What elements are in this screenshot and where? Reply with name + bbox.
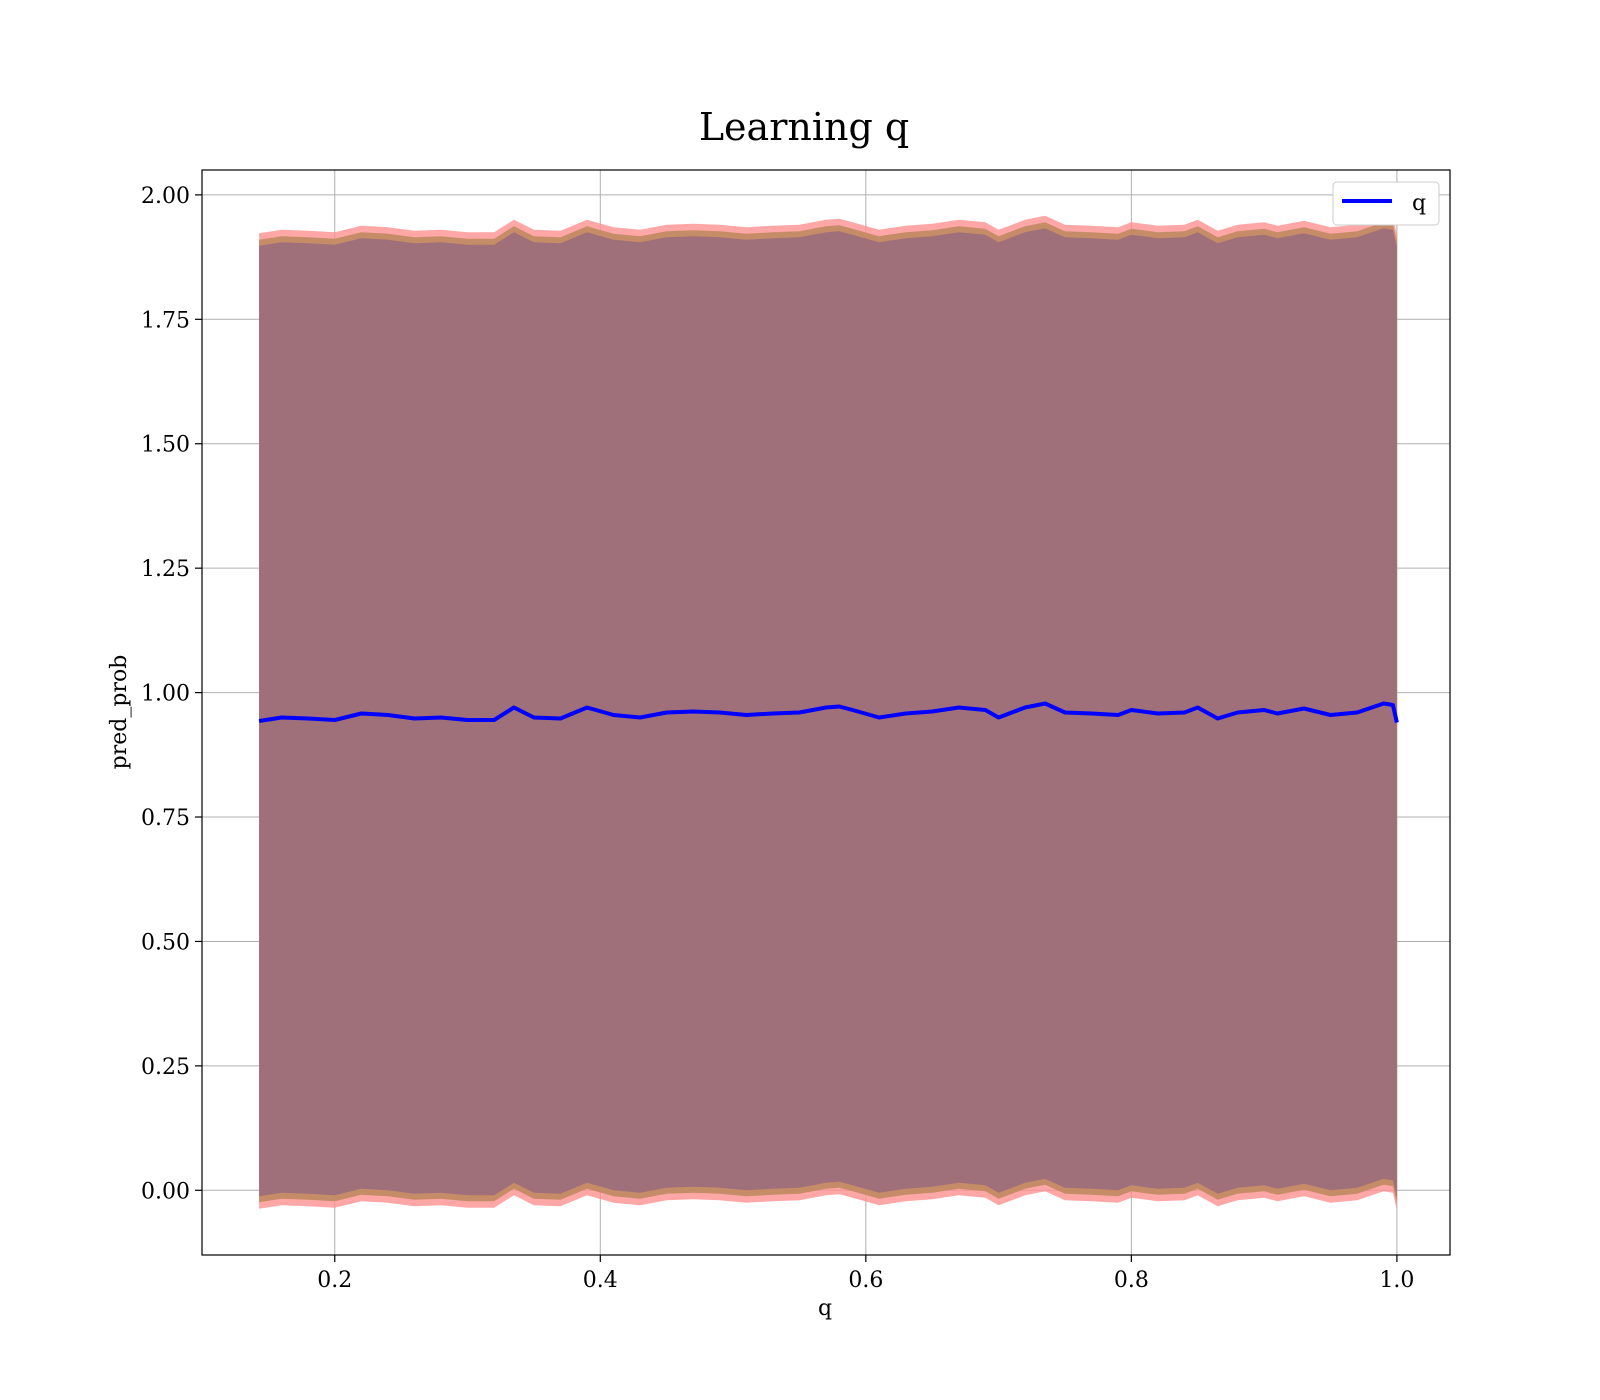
y-tick-label-1: 0.25 (141, 1055, 190, 1080)
uncertainty-band (259, 215, 1397, 1211)
band-inner (259, 228, 1397, 1198)
x-tick-label-1: 0.4 (583, 1268, 618, 1293)
x-tick-label-3: 0.8 (1114, 1268, 1149, 1293)
legend-label-q: q (1412, 191, 1426, 216)
x-tick-label-2: 0.6 (848, 1268, 883, 1293)
y-axis-label: pred_prob (107, 655, 132, 770)
y-tick-label-2: 0.50 (141, 930, 190, 955)
series-lines (258, 701, 1399, 723)
y-tick-label-0: 0.00 (141, 1179, 190, 1204)
y-tick-label-5: 1.25 (141, 557, 190, 582)
x-tick-label-0: 0.2 (317, 1268, 352, 1293)
x-tick-label-4: 1.0 (1379, 1268, 1414, 1293)
legend: q (1332, 181, 1440, 226)
y-tick-label-8: 2.00 (141, 184, 190, 209)
series-line-q (258, 701, 1399, 723)
chart-title: Learning q (699, 105, 909, 149)
axis-ticks: 0.2 0.4 0.6 0.8 1.0 0.00 0.25 0.50 0.75 1.00 1.25 1… (141, 184, 1414, 1293)
plot-frame (201, 169, 1451, 1256)
legend-box (1332, 181, 1440, 226)
y-tick-label-3: 0.75 (141, 806, 190, 831)
y-tick-label-7: 1.75 (141, 308, 190, 333)
x-axis-label: q (818, 1296, 832, 1321)
y-tick-label-6: 1.50 (141, 433, 190, 458)
y-tick-label-4: 1.00 (141, 682, 190, 707)
